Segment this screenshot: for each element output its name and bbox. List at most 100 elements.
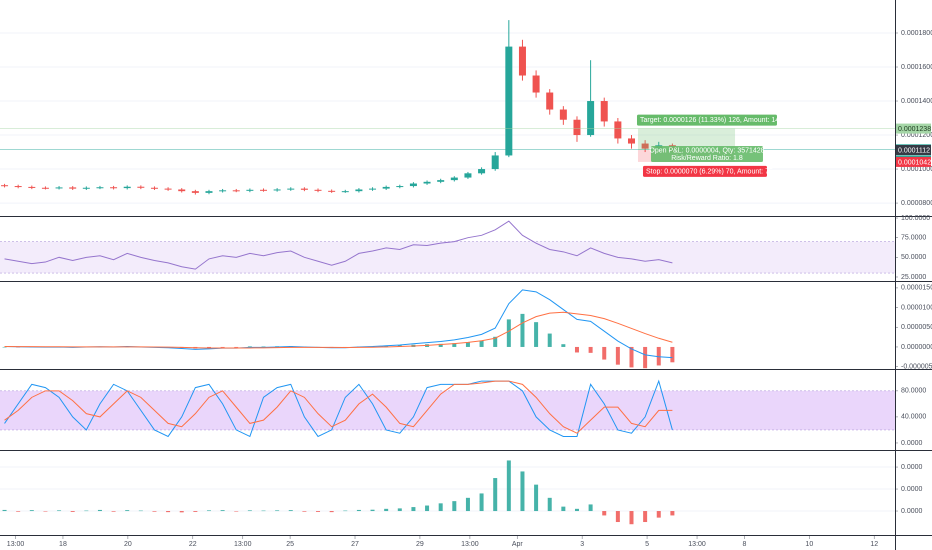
x-tick-label: 12 [870,541,878,548]
histogram-bar [534,322,539,347]
histogram-bar [220,510,225,512]
histogram-bar [493,478,498,512]
candle-body [450,177,458,181]
histogram-bar [302,511,307,512]
histogram-bar [465,497,470,512]
candle-body [491,155,499,170]
candle-body [409,183,417,187]
candle-body [505,46,513,156]
y-tick-label: 0.0001200 [901,132,932,139]
histogram-bar [561,506,566,512]
histogram-bar [615,346,620,365]
candle-body [369,188,377,190]
indicator-line [4,220,673,270]
candle-body [110,187,118,189]
y-tick-label: 0.0000150 [901,285,932,292]
y-tick-label: 0.0001400 [901,98,932,105]
histogram-bar [588,504,593,512]
candle-body [232,190,240,192]
target-zone [637,128,736,151]
candle-body [641,143,649,149]
y-tick-label: 0.0001800 [901,30,932,37]
histogram-bar [384,345,389,347]
histogram-bar [29,510,34,512]
candle-body [423,181,431,184]
histogram-bar [57,510,62,512]
candle-body [260,189,268,191]
x-tick-label: 3 [580,541,584,548]
price-label: 0.0001042 [898,159,931,166]
histogram-bar [356,509,361,512]
histogram-bar [220,346,225,348]
histogram-bar [493,336,498,347]
candle-body [14,186,22,188]
x-tick-label: 25 [286,541,294,548]
candle-body [273,189,281,191]
y-tick-label: 0.0000 [901,440,923,447]
histogram-bar [452,343,457,347]
histogram-bar [370,509,375,512]
histogram-bar [602,511,607,516]
candle-body [219,190,227,192]
histogram-bar [479,340,484,347]
candle-body [532,75,540,93]
candle-body [518,46,526,76]
x-tick-label: 13:00 [461,541,479,548]
histogram-bar [316,511,321,512]
histogram-bar [656,511,661,518]
histogram-bar [261,510,266,512]
candle-body [464,173,472,178]
histogram-bar [656,346,661,366]
candle-body [600,101,608,122]
histogram-bar [506,460,511,512]
histogram-bar [574,346,579,353]
candle-body [546,92,554,110]
histogram-bar [166,511,171,513]
target-label-box [636,114,777,126]
histogram-bar [288,510,293,512]
price-label-box [896,156,931,167]
candle-body [328,190,336,192]
price-label: 0.0001238 [898,126,931,133]
candle-body [28,186,36,188]
histogram-bar [411,507,416,512]
histogram-bar [615,511,620,523]
histogram-bar [588,346,593,353]
x-tick-label: 10 [805,541,813,548]
y-tick-label: 0.0001000 [901,166,932,173]
histogram-bar [97,509,102,512]
x-tick-label: 8 [742,541,746,548]
y-tick-label: 0.0000100 [901,304,932,311]
histogram-bar [629,346,634,368]
y-tick-label: 0.0001600 [901,64,932,71]
x-tick-label: Apr [512,541,524,548]
histogram-bar [547,497,552,512]
band [0,390,895,430]
histogram-bar [643,346,648,369]
candle-body [150,187,158,189]
candle-body [396,186,404,188]
histogram-bar [670,346,675,363]
histogram-bar [561,344,566,347]
candle-body [246,189,254,191]
histogram-bar [125,510,130,512]
candle-body [69,187,77,189]
stop-label: Stop: 0.0000070 (6.29%) 70, Amount: 75 [646,169,773,176]
y-tick-label: 0.0000 [901,508,923,515]
panel [0,220,895,274]
y-tick-label: 0.0000800 [901,200,932,207]
histogram-bar [16,511,21,512]
target-label: Target: 0.0000126 (11.33%) 126, Amount: … [640,117,783,124]
candle-body [355,189,363,192]
histogram-bar [179,511,184,513]
histogram-bar [329,511,334,513]
y-tick-label: 0.0000000 [901,344,932,351]
y-tick-label: 25.0000 [901,274,926,281]
candle-body [82,187,90,189]
candle-body [164,188,172,190]
histogram-bar [2,509,7,512]
candle-body [573,119,581,136]
histogram-bar [193,511,198,512]
